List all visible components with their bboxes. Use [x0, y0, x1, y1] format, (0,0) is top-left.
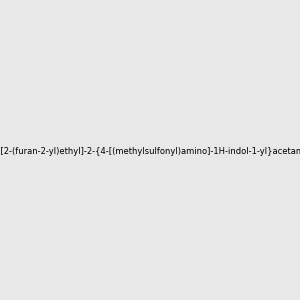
- Text: N-[2-(furan-2-yl)ethyl]-2-{4-[(methylsulfonyl)amino]-1H-indol-1-yl}acetamide: N-[2-(furan-2-yl)ethyl]-2-{4-[(methylsul…: [0, 147, 300, 156]
